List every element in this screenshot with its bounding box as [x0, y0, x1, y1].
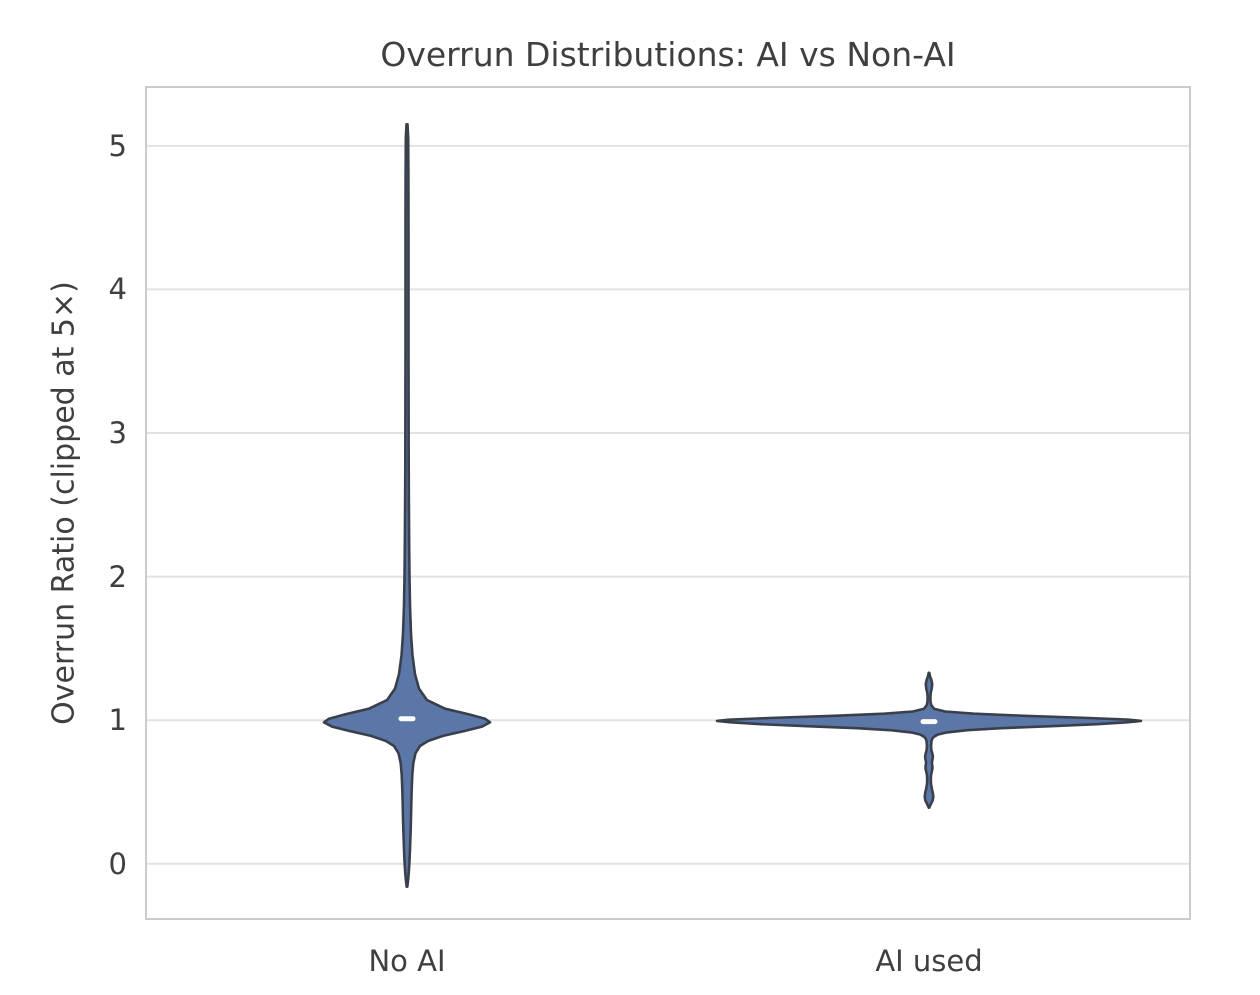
- y-tick-label-2: 2: [108, 560, 127, 594]
- median-marker-0: [398, 716, 416, 722]
- y-tick-label-1: 1: [108, 703, 127, 737]
- x-category-label-1: AI used: [875, 944, 983, 978]
- y-tick-label-3: 3: [108, 416, 127, 450]
- y-tick-label-5: 5: [108, 129, 127, 163]
- y-tick-label-4: 4: [108, 272, 127, 306]
- median-marker-1: [920, 719, 938, 725]
- x-category-label-0: No AI: [368, 944, 446, 978]
- violin-1: [715, 671, 1143, 809]
- plot-background: [146, 87, 1190, 919]
- plot-frame: [145, 86, 1191, 920]
- chart-title: Overrun Distributions: AI vs Non-AI: [380, 35, 956, 74]
- y-tick-label-0: 0: [108, 847, 127, 881]
- violin-0: [322, 123, 492, 888]
